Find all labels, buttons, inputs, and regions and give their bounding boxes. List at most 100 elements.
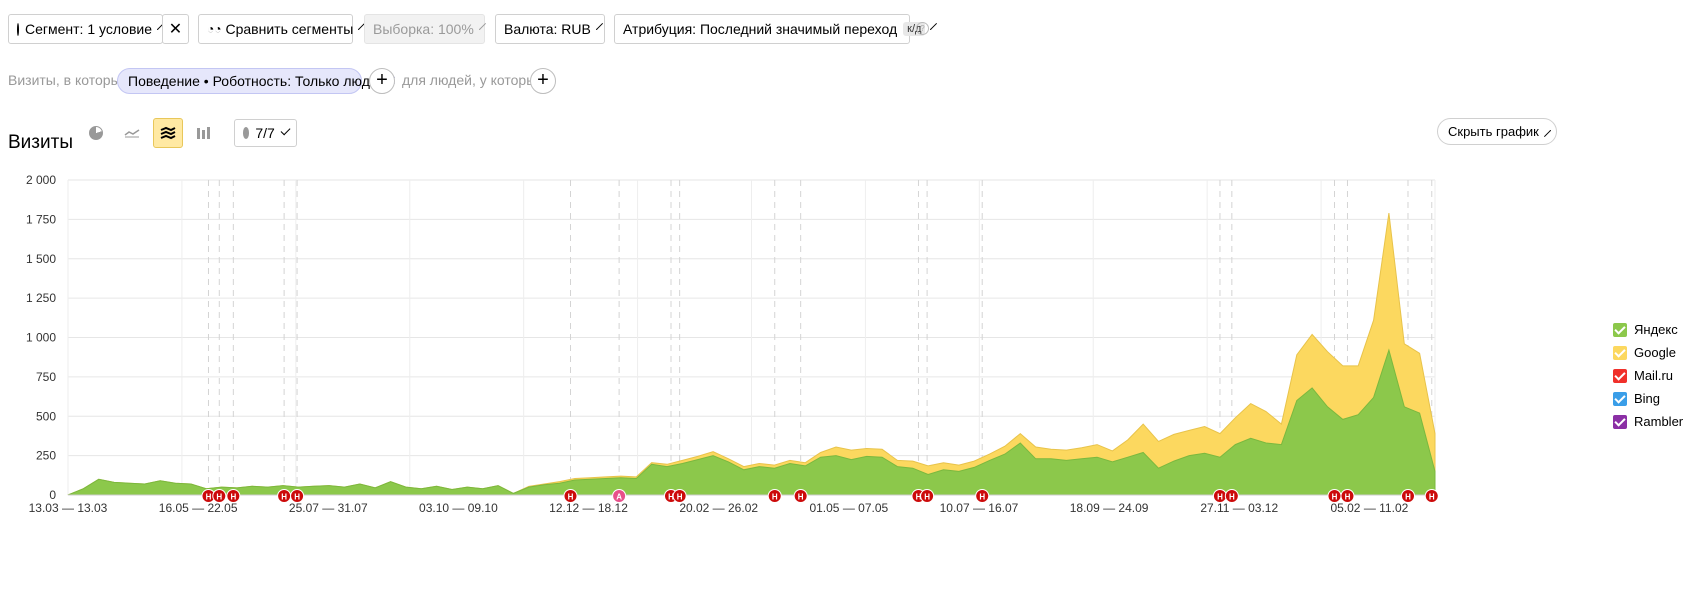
x-tick-label: 13.03 — 13.03 <box>29 501 108 515</box>
compare-segments-button[interactable]: ◔◔ Сравнить сегменты <box>198 14 366 44</box>
annotation-marker-label: Н <box>281 493 287 502</box>
annotation-marker-label: Н <box>216 493 222 502</box>
bar-view-button[interactable] <box>189 118 219 148</box>
x-tick-label: 12.12 — 18.12 <box>549 501 628 515</box>
attribution-label: Атрибуция: Последний значимый переход <box>623 21 898 37</box>
annotation-marker-label: Н <box>798 493 804 502</box>
x-tick-label: 20.02 — 26.02 <box>679 501 758 515</box>
annotation-marker <box>290 489 305 503</box>
annotation-marker <box>672 489 687 503</box>
hide-chart-button[interactable]: Скрыть график <box>1437 118 1557 145</box>
y-tick-label: 250 <box>36 449 56 463</box>
x-tick-label: 03.10 — 09.10 <box>419 501 498 515</box>
annotation-marker-label: Н <box>772 493 778 502</box>
y-tick-label: 1 000 <box>26 331 56 345</box>
series-area-google <box>67 213 1436 496</box>
segment-button[interactable]: Сегмент: 1 условие <box>8 14 165 44</box>
x-tick-label: 10.07 — 16.07 <box>940 501 1019 515</box>
annotation-marker-label: Н <box>677 493 683 502</box>
y-tick-label: 1 750 <box>26 212 56 226</box>
annotation-marker-label: Н <box>916 493 922 502</box>
filter-chip-label: Поведение • Роботность: Только люди <box>128 73 378 89</box>
annotation-marker <box>563 489 578 503</box>
currency-select[interactable]: Валюта: RUB <box>495 14 605 44</box>
y-tick-label: 750 <box>36 370 56 384</box>
hide-chart-label: Скрыть график <box>1448 124 1539 139</box>
legend-item-mailru[interactable]: Mail.ru <box>1613 364 1683 387</box>
compare-icon: ◔◔ <box>207 22 222 36</box>
y-tick-label: 1 500 <box>26 252 56 266</box>
chart-legend: Яндекс Google Mail.ru Bing Rambler <box>1613 318 1683 433</box>
y-tick-label: 1 250 <box>26 291 56 305</box>
help-icon[interactable]: ? <box>916 22 929 35</box>
annotations-count: 7/7 <box>255 125 275 141</box>
checkbox-icon <box>1613 322 1627 337</box>
annotation-marker-label: Н <box>1405 493 1411 502</box>
legend-item-bing[interactable]: Bing <box>1613 387 1683 410</box>
annotation-marker <box>612 489 627 503</box>
line-view-button[interactable] <box>117 118 147 148</box>
x-tick-label: 27.11 — 03.12 <box>1200 501 1278 515</box>
people-prefix: для людей, у которых <box>402 72 544 88</box>
pie-icon <box>89 126 103 140</box>
close-icon: ✕ <box>168 21 183 38</box>
annotation-marker-label: Н <box>1229 493 1235 502</box>
x-tick-label: 16.05 — 22.05 <box>159 501 238 515</box>
annotation-marker-label: Н <box>1332 493 1338 502</box>
series-area-yandex <box>67 348 1436 496</box>
x-tick-label: 18.09 — 24.09 <box>1070 501 1149 515</box>
annotation-marker <box>1212 489 1227 503</box>
annotation-marker-label: Н <box>1429 493 1435 502</box>
annotations-button[interactable]: 7/7 <box>234 119 297 147</box>
add-people-condition-button[interactable]: + <box>530 68 556 94</box>
legend-item-rambler[interactable]: Rambler <box>1613 410 1683 433</box>
visits-prefix: Визиты, в которых <box>8 72 128 88</box>
annotation-marker <box>1424 489 1439 503</box>
x-tick-label: 01.05 — 07.05 <box>809 501 888 515</box>
x-tick-label: 05.02 — 11.02 <box>1330 501 1408 515</box>
attribution-select[interactable]: Атрибуция: Последний значимый переход к/… <box>614 14 938 44</box>
annotation-marker-label: Н <box>230 493 236 502</box>
y-tick-label: 0 <box>49 488 56 502</box>
checkbox-icon <box>1613 345 1627 360</box>
annotation-marker-label: Н <box>979 493 985 502</box>
annotation-marker <box>793 489 808 503</box>
chevron-up-icon <box>1543 129 1551 138</box>
annotation-marker-label: Н <box>294 493 300 502</box>
y-tick-label: 500 <box>36 409 56 423</box>
annotation-marker-label: Н <box>206 493 212 502</box>
annotation-marker <box>201 489 216 503</box>
checkbox-icon <box>1613 414 1627 429</box>
annotation-marker <box>767 489 782 503</box>
clear-segment-button[interactable]: ✕ <box>162 14 189 44</box>
annotation-marker <box>911 489 926 503</box>
sample-label: Выборка: 100% <box>373 21 474 37</box>
legend-item-google[interactable]: Google <box>1613 341 1683 364</box>
area-view-button[interactable] <box>153 118 183 148</box>
chevron-down-icon <box>280 125 291 136</box>
pie-chart-icon <box>17 22 19 36</box>
pie-view-button[interactable] <box>81 118 111 148</box>
add-visit-condition-button[interactable]: + <box>369 68 395 94</box>
currency-label: Валюта: RUB <box>504 21 591 37</box>
annotation-marker <box>226 489 241 503</box>
sample-select[interactable]: Выборка: 100% <box>364 14 486 44</box>
checkbox-icon <box>1613 391 1627 406</box>
annotation-marker <box>1327 489 1342 503</box>
x-tick-label: 25.07 — 31.07 <box>289 501 368 515</box>
annotation-marker <box>1400 489 1415 503</box>
annotation-marker-label: Н <box>568 493 574 502</box>
filter-chip[interactable]: Поведение • Роботность: Только люди ✕ <box>117 68 397 94</box>
y-tick-label: 2 000 <box>26 173 56 187</box>
comment-icon <box>243 127 250 139</box>
annotation-marker-label: Н <box>1345 493 1351 502</box>
line-chart-icon <box>124 129 140 138</box>
legend-item-yandex[interactable]: Яндекс <box>1613 318 1683 341</box>
page-title: Визиты <box>8 132 73 153</box>
chevron-down-icon <box>478 22 486 31</box>
annotation-marker-label: А <box>616 493 622 502</box>
annotation-marker-label: Н <box>668 493 674 502</box>
chevron-down-icon <box>930 22 938 31</box>
checkbox-icon <box>1613 368 1627 383</box>
annotation-marker <box>212 489 227 503</box>
